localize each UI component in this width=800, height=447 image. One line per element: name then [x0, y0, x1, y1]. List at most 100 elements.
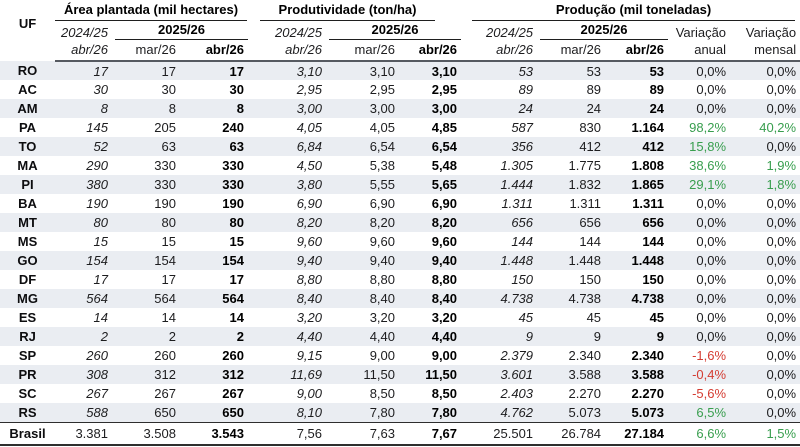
output-prev-cell: 2.379 [500, 348, 534, 363]
output-prev-cell: 587 [511, 120, 534, 135]
yield-prev-cell: 2,95 [296, 82, 322, 97]
output-prev-cell: 1.305 [500, 158, 534, 173]
yield-mar-cell: 9,60 [369, 234, 395, 249]
sub-header-producao-mar: mar/26 [537, 41, 606, 62]
output-mar-cell: 144 [579, 234, 602, 249]
table-row: RJ 2 2 2 4,40 4,40 4,40 9 9 9 0,0% 0,0% [0, 327, 800, 346]
output-abr-cell: 1.808 [631, 158, 665, 173]
yield-prev-cell: 8,40 [296, 291, 322, 306]
variation-monthly-cell: 0,0% [766, 348, 797, 363]
yield-prev-cell: 4,40 [296, 329, 322, 344]
area-mar-cell: 8 [168, 101, 176, 116]
yield-abr-cell: 3,20 [431, 310, 458, 325]
variation-annual-cell: 0,0% [696, 291, 727, 306]
yield-mar-cell: 6,90 [369, 196, 395, 211]
yield-prev-cell: 3,80 [296, 177, 322, 192]
variation-annual-cell: 0,0% [696, 82, 727, 97]
variation-annual-cell: 15,8% [689, 139, 727, 154]
area-abr-cell: 154 [222, 253, 244, 268]
output-prev-cell: 9 [525, 329, 534, 344]
variation-annual-cell: 29,1% [689, 177, 727, 192]
area-prev-cell: 154 [86, 253, 108, 268]
output-prev-cell: 144 [511, 234, 534, 249]
yield-abr-cell: 8,80 [431, 272, 458, 287]
table-row: BA 190 190 190 6,90 6,90 6,90 1.311 1.311 1.311 0,… [0, 194, 800, 213]
output-mar-cell: 412 [579, 139, 602, 154]
uf-cell: RJ [19, 329, 36, 344]
variation-annual-cell: 0,0% [696, 310, 727, 325]
yield-abr-cell: 5,65 [431, 177, 458, 192]
area-mar-cell: 15 [161, 234, 176, 249]
area-prev-cell: 8 [100, 101, 108, 116]
output-prev-cell: 656 [511, 215, 534, 230]
area-abr-cell: 8 [236, 101, 244, 116]
variation-annual-cell: -0,4% [692, 367, 727, 382]
yield-prev-cell: 9,40 [296, 253, 322, 268]
group-header-producao: Produção (mil toneladas) [461, 0, 800, 21]
area-mar-cell: 2 [168, 329, 176, 344]
sub-header-area-mar: mar/26 [112, 41, 180, 62]
yield-abr-cell: 7,67 [399, 421, 462, 446]
area-abr-cell: 260 [222, 348, 244, 363]
output-abr-cell: 1.164 [631, 120, 665, 135]
yield-abr-cell: 11,50 [425, 367, 458, 382]
yield-prev-cell: 3,20 [296, 310, 322, 325]
yield-abr-cell: 5,48 [431, 158, 458, 173]
table-row: AM 8 8 8 3,00 3,00 3,00 24 24 24 0,0% 0,0% [0, 99, 800, 118]
table-row: RO 17 17 17 3,10 3,10 3,10 53 53 53 0,0% 0,0% [0, 61, 800, 80]
output-mar-cell: 24 [586, 101, 602, 116]
uf-cell: AM [17, 101, 38, 116]
variation-monthly-cell: 0,0% [766, 386, 797, 401]
output-abr-cell: 89 [649, 82, 665, 97]
uf-cell: ES [18, 310, 37, 325]
header-group-row: UF Área plantada (mil hectares) Produtiv… [0, 0, 800, 31]
variation-annual-cell: 98,2% [689, 120, 727, 135]
season-curr-producao: 2025/26 [537, 21, 669, 41]
variation-annual-header-line1: Variação [675, 25, 727, 40]
output-abr-cell: 656 [642, 215, 665, 230]
area-prev-cell: 30 [93, 82, 108, 97]
yield-prev-cell: 3,10 [296, 63, 322, 79]
output-abr-cell: 24 [649, 101, 665, 116]
area-prev-cell: 2 [100, 329, 108, 344]
group-title-area: Área plantada (mil hectares) [55, 2, 247, 21]
area-prev-cell: 190 [86, 196, 108, 211]
season-curr-area: 2025/26 [112, 21, 248, 41]
output-mar-cell: 1.448 [568, 253, 602, 268]
table-row: MA 290 330 330 4,50 5,38 5,48 1.305 1.775 1.808 38… [0, 156, 800, 175]
area-mar-cell: 330 [154, 158, 176, 173]
group-header-produtividade: Produtividade (ton/ha) [248, 0, 461, 21]
variation-annual-cell: 0,0% [696, 253, 727, 268]
area-abr-cell: 267 [222, 386, 244, 401]
yield-mar-cell: 3,00 [369, 101, 395, 116]
yield-abr-cell: 7,80 [431, 404, 458, 420]
yield-mar-cell: 8,50 [369, 386, 395, 401]
area-mar-cell: 190 [154, 196, 176, 211]
output-prev-cell: 2.403 [500, 386, 534, 401]
area-prev-cell: 290 [86, 158, 108, 173]
variation-monthly-cell: 1,9% [766, 158, 797, 173]
variation-annual-cell: 0,0% [696, 329, 727, 344]
yield-abr-cell: 4,40 [431, 329, 458, 344]
group-header-area-plantada: Área plantada (mil hectares) [55, 0, 248, 21]
output-mar-cell: 2.270 [568, 386, 602, 401]
yield-prev-cell: 9,60 [296, 234, 322, 249]
yield-mar-cell: 8,40 [369, 291, 395, 306]
area-abr-cell: 330 [222, 158, 244, 173]
output-mar-cell: 4.738 [568, 291, 602, 306]
output-mar-cell: 1.832 [568, 177, 602, 192]
area-mar-cell: 154 [154, 253, 176, 268]
yield-mar-cell: 2,95 [369, 82, 395, 97]
area-abr-cell: 240 [222, 120, 244, 135]
output-mar-cell: 656 [579, 215, 602, 230]
yield-mar-cell: 11,50 [363, 367, 395, 382]
table-row: SC 267 267 267 9,00 8,50 8,50 2.403 2.270 2.270 -5… [0, 384, 800, 403]
area-prev-cell: 588 [86, 404, 108, 420]
sub-header-producao-abr: abr/26 [605, 41, 669, 62]
yield-prev-cell: 9,15 [296, 348, 322, 363]
yield-abr-cell: 8,20 [431, 215, 458, 230]
yield-mar-cell: 7,80 [369, 404, 395, 420]
uf-cell: MA [17, 158, 38, 173]
sub-header-produtividade-mar: mar/26 [326, 41, 399, 62]
uf-cell: Brasil [0, 421, 55, 446]
